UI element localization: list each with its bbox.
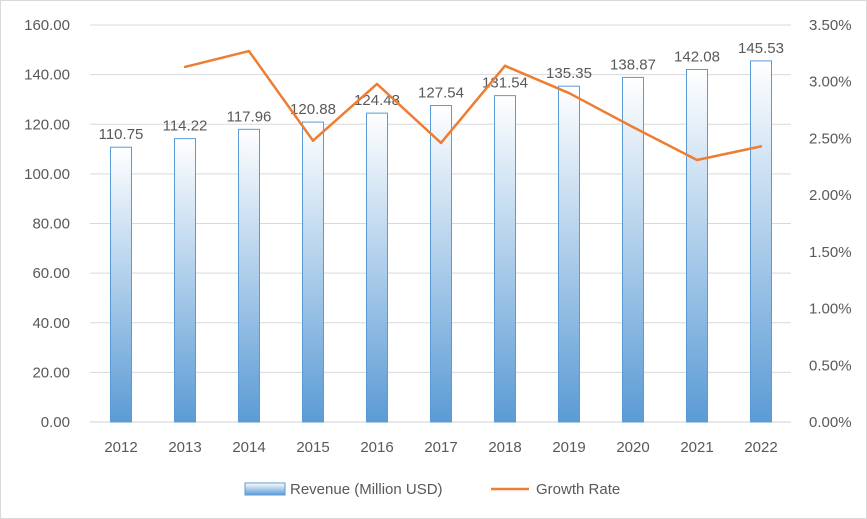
- revenue-bar: [174, 138, 196, 423]
- revenue-bar: [558, 85, 580, 423]
- growth-rate-point: [375, 82, 379, 86]
- revenue-data-label: 142.08: [674, 48, 720, 65]
- revenue-data-label: 138.87: [610, 56, 656, 73]
- revenue-bar: [494, 95, 516, 423]
- x-tick-label: 2018: [488, 439, 521, 456]
- legend-revenue-swatch: [244, 482, 286, 496]
- revenue-bar: [622, 76, 644, 423]
- revenue-data-label: 120.88: [290, 101, 336, 118]
- x-tick-label: 2020: [616, 439, 649, 456]
- growth-rate-line: [184, 49, 762, 162]
- revenue-bar: [686, 68, 708, 423]
- y-left-tick-label: 20.00: [32, 364, 70, 381]
- growth-rate-point: [439, 141, 443, 145]
- y-right-tick-label: 3.00%: [809, 74, 852, 91]
- x-tick-label: 2019: [552, 439, 585, 456]
- revenue-data-label: 110.75: [99, 126, 144, 143]
- y-left-tick-label: 120.00: [24, 116, 70, 133]
- legend-revenue-label: Revenue (Million USD): [290, 481, 443, 498]
- y-left-tick-label: 40.00: [32, 315, 70, 332]
- y-left-tick-label: 100.00: [24, 166, 70, 183]
- y-left-tick-label: 140.00: [24, 67, 70, 84]
- x-tick-label: 2016: [360, 439, 393, 456]
- revenue-bar: [110, 146, 132, 423]
- x-tick-label: 2017: [424, 439, 457, 456]
- growth-rate-point: [567, 91, 571, 95]
- y-left-tick-label: 60.00: [32, 265, 70, 282]
- growth-rate-point: [503, 64, 507, 68]
- revenue-data-label: 145.53: [738, 40, 784, 57]
- revenue-bar: [302, 121, 324, 423]
- revenue-data-label: 131.54: [482, 75, 528, 92]
- y-right-tick-label: 0.00%: [809, 414, 852, 431]
- legend-growth-label: Growth Rate: [536, 481, 620, 498]
- growth-rate-point: [311, 139, 315, 142]
- x-tick-label: 2014: [232, 439, 265, 456]
- growth-rate-point: [183, 65, 187, 69]
- revenue-data-label: 127.54: [418, 85, 464, 102]
- revenue-bar: [366, 112, 388, 423]
- revenue-data-label: 117.96: [227, 108, 272, 125]
- y-left-tick-label: 80.00: [32, 216, 70, 233]
- revenue-bar: [238, 128, 260, 423]
- growth-rate-point: [631, 125, 635, 129]
- revenue-data-label: 135.35: [546, 65, 592, 82]
- growth-rate-point: [759, 145, 763, 148]
- y-right-tick-label: 1.00%: [809, 301, 852, 318]
- x-tick-label: 2021: [680, 439, 713, 456]
- y-right-tick-label: 2.00%: [809, 187, 852, 204]
- growth-rate-point: [247, 49, 251, 53]
- y-left-tick-label: 160.00: [24, 17, 70, 34]
- revenue-data-label: 114.22: [163, 118, 208, 135]
- y-left-tick-label: 0.00: [41, 414, 70, 431]
- growth-rate-point: [695, 158, 699, 162]
- y-right-tick-label: 0.50%: [809, 357, 852, 374]
- y-right-tick-label: 1.50%: [809, 244, 852, 261]
- x-tick-label: 2013: [168, 439, 201, 456]
- revenue-bar: [430, 105, 452, 423]
- y-right-tick-label: 3.50%: [809, 17, 852, 34]
- x-tick-label: 2015: [296, 439, 329, 456]
- x-tick-label: 2022: [744, 439, 777, 456]
- revenue-bar: [750, 60, 772, 423]
- revenue-data-label: 124.48: [354, 92, 400, 109]
- x-tick-label: 2012: [104, 439, 137, 456]
- y-right-tick-label: 2.50%: [809, 130, 852, 147]
